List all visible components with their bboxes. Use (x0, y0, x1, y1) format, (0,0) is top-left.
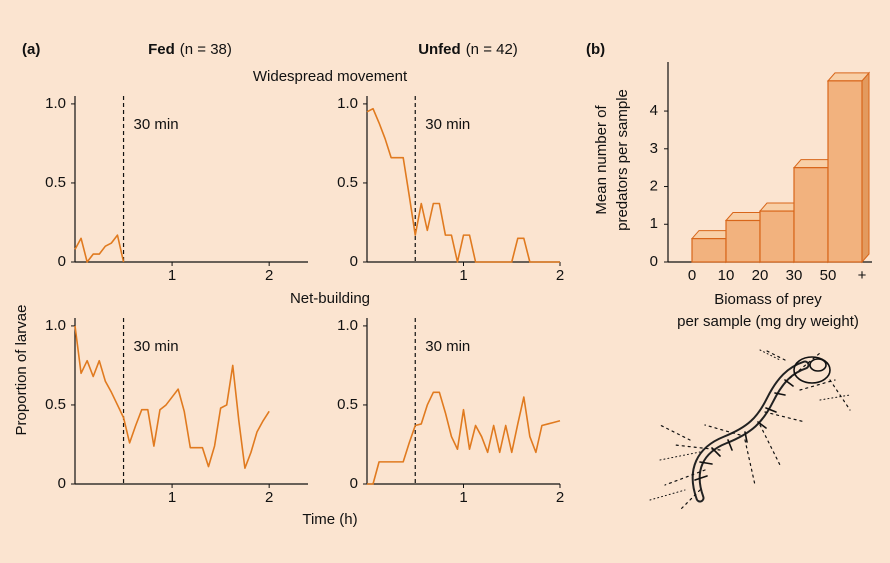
y-tick-label: 0 (350, 475, 358, 492)
y-tick-label: 1.0 (45, 95, 66, 112)
row-title: Widespread movement (253, 68, 408, 85)
bar (793, 167, 829, 263)
y-tick-label: 0.5 (45, 174, 66, 191)
y-tick-label: 1.0 (337, 317, 358, 334)
x-tick-label: 1 (168, 489, 176, 506)
x-tick-label: 1 (459, 489, 467, 506)
y-tick-label: 0 (650, 253, 658, 270)
y-tick-label: 2 (650, 177, 658, 194)
y-tick-label: 0 (350, 253, 358, 270)
bar (725, 219, 761, 263)
group-name: Unfed (418, 41, 461, 58)
panel-label: (b) (586, 41, 605, 58)
x-tick-label: 0 (688, 267, 696, 284)
y-axis-label: Mean number of (593, 105, 610, 215)
y-axis-label: predators per sample (614, 89, 631, 231)
y-tick-label: 3 (650, 140, 658, 157)
group-n: (n = 42) (466, 41, 518, 58)
x-axis-label: per sample (mg dry weight) (677, 313, 859, 330)
y-tick-label: 1.0 (337, 95, 358, 112)
y-tick-label: 0.5 (45, 396, 66, 413)
x-tick-label: 1 (168, 267, 176, 284)
y-tick-label: 4 (650, 102, 658, 119)
x-tick-label: 1 (459, 267, 467, 284)
x-tick-label: 2 (556, 267, 564, 284)
y-tick-label: 0.5 (337, 396, 358, 413)
group-n: (n = 38) (180, 41, 232, 58)
row-title: Net-building (290, 290, 370, 307)
annotation: 30 min (134, 338, 179, 355)
data-line (366, 107, 560, 263)
y-tick-label: 0 (58, 475, 66, 492)
x-tick-label: 20 (752, 267, 769, 284)
bar (827, 80, 863, 263)
x-tick-label: 50 (820, 267, 837, 284)
y-tick-label: 1 (650, 215, 658, 232)
x-tick-label: 2 (265, 489, 273, 506)
group-name: Fed (148, 41, 175, 58)
group-label: Unfed (n = 42) (418, 41, 518, 58)
x-tick-label: 10 (718, 267, 735, 284)
x-tick-label: 30 (786, 267, 803, 284)
annotation: 30 min (134, 116, 179, 133)
annotation: 30 min (425, 338, 470, 355)
data-line (367, 391, 561, 485)
x-axis-label: Time (h) (302, 511, 357, 528)
x-tick-label: 2 (556, 489, 564, 506)
data-line (74, 325, 270, 469)
x-tick-label: 2 (265, 267, 273, 284)
y-tick-label: 0.5 (337, 174, 358, 191)
panel-label: (a) (22, 41, 40, 58)
bar (691, 238, 727, 263)
annotation: 30 min (425, 116, 470, 133)
group-label: Fed (n = 38) (148, 41, 232, 58)
bar-top (826, 72, 871, 82)
y-axis-label: Proportion of larvae (13, 305, 30, 436)
bar-side (861, 71, 870, 264)
y-tick-label: 1.0 (45, 317, 66, 334)
y-tick-label: 0 (58, 253, 66, 270)
data-line (74, 234, 125, 263)
larva-drawing (649, 349, 851, 511)
x-axis-label: Biomass of prey (714, 291, 822, 308)
bar (759, 210, 795, 263)
x-tick-label: + (858, 267, 867, 284)
